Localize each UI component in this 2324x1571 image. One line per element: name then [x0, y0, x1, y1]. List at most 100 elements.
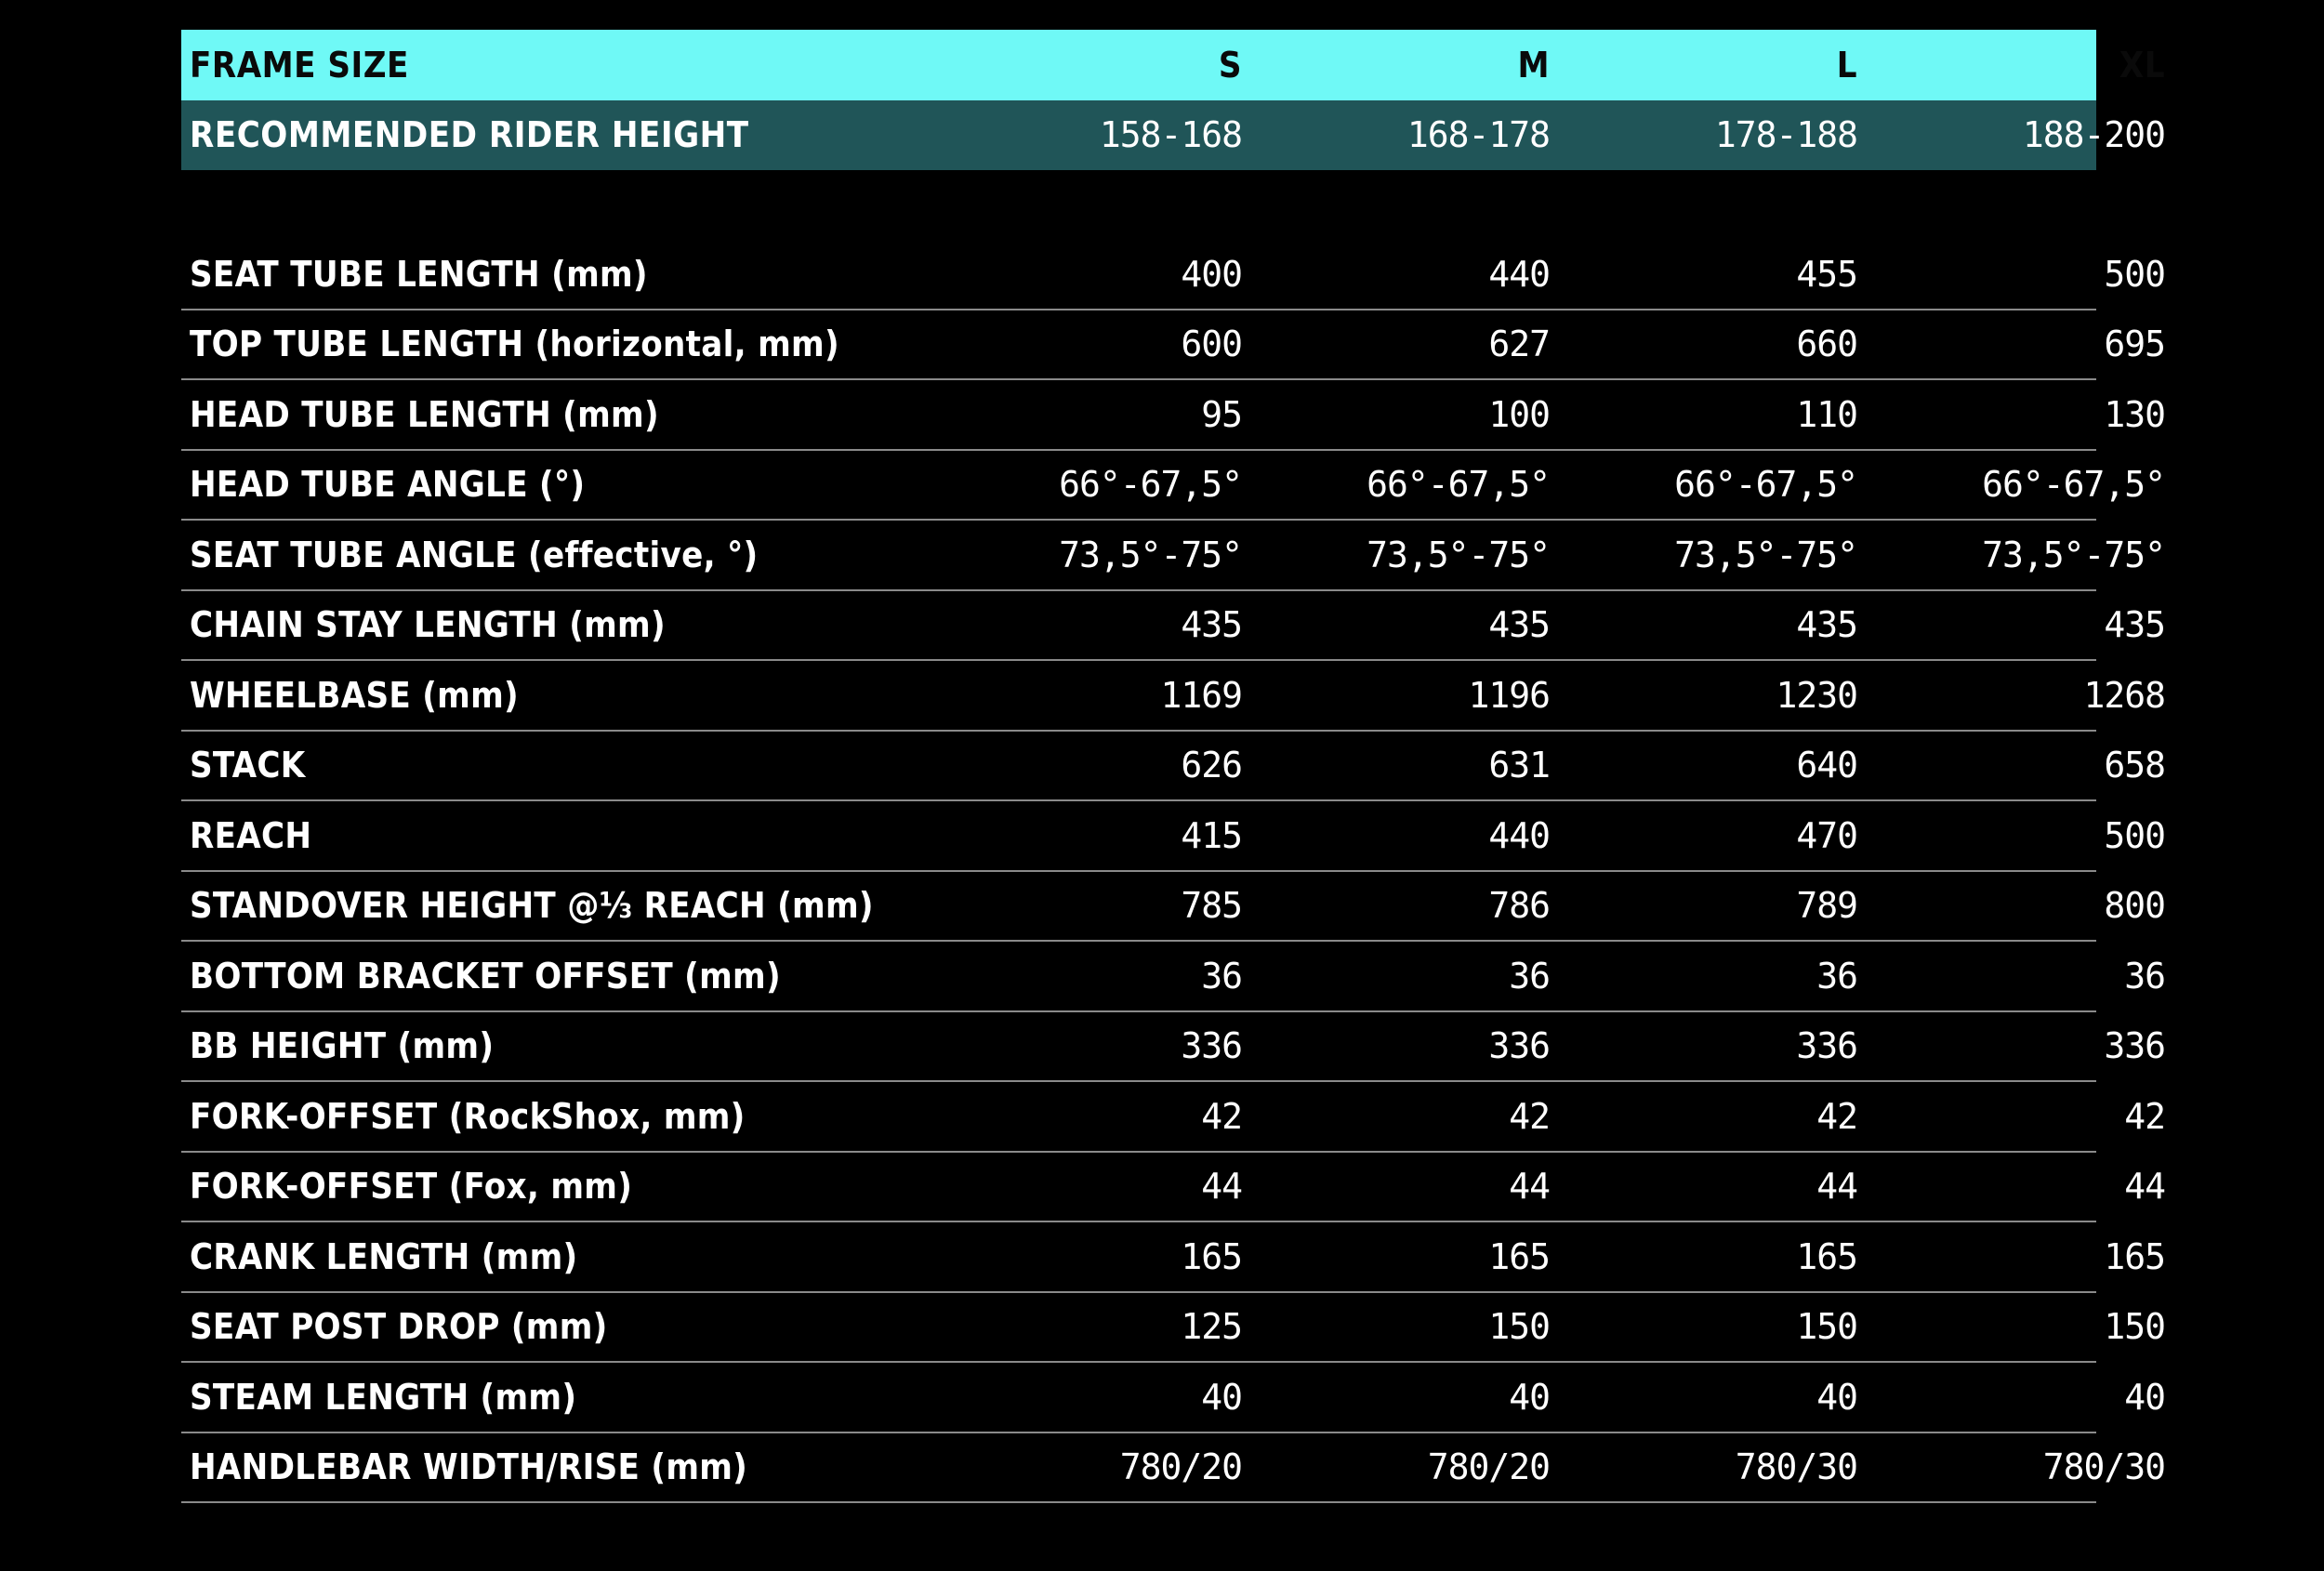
- table-row: HEAD TUBE ANGLE (°) 66°-67,5° 66°-67,5° 66°…: [181, 451, 2166, 521]
- row-value-m: 627: [1488, 323, 1551, 365]
- size-s-header: S: [1218, 44, 1242, 86]
- row-value-l: 789: [1796, 885, 1858, 927]
- row-value-s: 1169: [1160, 674, 1243, 716]
- row-value-xl: 1268: [2083, 674, 2166, 716]
- row-label: STEAM LENGTH (mm): [190, 1376, 577, 1418]
- row-value-s: 66°-67,5°: [1059, 464, 1243, 506]
- rider-height-label: RECOMMENDED RIDER HEIGHT: [190, 114, 749, 156]
- row-label: WHEELBASE (mm): [190, 674, 519, 716]
- row-value-xl: 658: [2104, 745, 2166, 786]
- row-value-s: 336: [1181, 1025, 1243, 1067]
- row-value-xl: 336: [2104, 1025, 2166, 1067]
- table-row: FORK-OFFSET (Fox, mm) 44 44 44 44: [181, 1153, 2166, 1222]
- row-value-s: 42: [1201, 1095, 1243, 1137]
- row-label: SEAT POST DROP (mm): [190, 1306, 608, 1348]
- row-label: HANDLEBAR WIDTH/RISE (mm): [190, 1446, 748, 1488]
- table-row: CHAIN STAY LENGTH (mm) 435 435 435 435: [181, 591, 2166, 661]
- row-value-l: 40: [1816, 1376, 1858, 1418]
- row-label: HEAD TUBE LENGTH (mm): [190, 393, 659, 435]
- row-label: STANDOVER HEIGHT @⅓ REACH (mm): [190, 885, 874, 927]
- table-row: HANDLEBAR WIDTH/RISE (mm) 780/20 780/20 780…: [181, 1433, 2166, 1503]
- size-xl-header: XL: [2119, 44, 2165, 86]
- table-row: TOP TUBE LENGTH (horizontal, mm) 600 627 66…: [181, 310, 2166, 380]
- row-value-m: 150: [1488, 1306, 1551, 1348]
- table-row: CRANK LENGTH (mm) 165 165 165 165: [181, 1222, 2166, 1293]
- row-value-xl: 66°-67,5°: [1982, 464, 2166, 506]
- table-row: SEAT POST DROP (mm) 125 150 150 150: [181, 1293, 2166, 1363]
- table-row: SEAT TUBE ANGLE (effective, °) 73,5°-75° 7…: [181, 521, 2166, 591]
- row-value-m: 36: [1509, 955, 1551, 997]
- table-row: STANDOVER HEIGHT @⅓ REACH (mm) 785 786 789 8…: [181, 872, 2166, 942]
- row-value-xl: 130: [2104, 393, 2166, 435]
- frame-size-label: FRAME SIZE: [190, 44, 409, 86]
- row-value-m: 100: [1488, 393, 1551, 435]
- frame-size-header-row: FRAME SIZE S M L XL: [181, 30, 2165, 100]
- row-value-s: 400: [1181, 253, 1243, 295]
- row-value-l: 44: [1816, 1166, 1858, 1208]
- row-value-m: 1196: [1468, 674, 1551, 716]
- row-value-s: 600: [1181, 323, 1243, 365]
- row-label: BB HEIGHT (mm): [190, 1025, 495, 1067]
- rider-height-s: 158-168: [1099, 114, 1243, 156]
- rider-height-xl: 188-200: [2022, 114, 2166, 156]
- size-l-header: L: [1836, 44, 1857, 86]
- row-label: BOTTOM BRACKET OFFSET (mm): [190, 955, 781, 997]
- row-value-s: 40: [1201, 1376, 1243, 1418]
- row-value-xl: 42: [2124, 1095, 2166, 1137]
- table-spacer: [181, 170, 2096, 240]
- row-value-l: 336: [1796, 1025, 1858, 1067]
- table-row: BB HEIGHT (mm) 336 336 336 336: [181, 1012, 2166, 1082]
- row-value-l: 42: [1816, 1095, 1858, 1137]
- row-value-xl: 435: [2104, 604, 2166, 646]
- row-value-s: 73,5°-75°: [1059, 534, 1243, 575]
- row-value-xl: 800: [2104, 885, 2166, 927]
- row-label: SEAT TUBE ANGLE (effective, °): [190, 534, 759, 575]
- rider-height-l: 178-188: [1714, 114, 1858, 156]
- row-value-m: 440: [1488, 814, 1551, 856]
- row-value-m: 42: [1509, 1095, 1551, 1137]
- table-row: REACH 415 440 470 500: [181, 801, 2166, 872]
- row-value-s: 44: [1201, 1166, 1243, 1208]
- row-value-xl: 165: [2104, 1235, 2166, 1277]
- row-value-xl: 150: [2104, 1306, 2166, 1348]
- row-value-xl: 500: [2104, 253, 2166, 295]
- row-value-l: 780/30: [1735, 1446, 1858, 1488]
- row-value-l: 455: [1796, 253, 1858, 295]
- row-value-s: 780/20: [1119, 1446, 1243, 1488]
- row-label: CRANK LENGTH (mm): [190, 1235, 578, 1277]
- table-row: FORK-OFFSET (RockShox, mm) 42 42 42 42: [181, 1082, 2166, 1153]
- row-value-s: 95: [1201, 393, 1243, 435]
- table-row: HEAD TUBE LENGTH (mm) 95 100 110 130: [181, 380, 2166, 451]
- table-row: BOTTOM BRACKET OFFSET (mm) 36 36 36 36: [181, 942, 2166, 1012]
- row-value-m: 336: [1488, 1025, 1551, 1067]
- row-value-xl: 500: [2104, 814, 2166, 856]
- row-value-s: 165: [1181, 1235, 1243, 1277]
- row-value-s: 125: [1181, 1306, 1243, 1348]
- row-value-m: 631: [1488, 745, 1551, 786]
- row-label: TOP TUBE LENGTH (horizontal, mm): [190, 323, 839, 365]
- row-value-s: 435: [1181, 604, 1243, 646]
- row-value-m: 165: [1488, 1235, 1551, 1277]
- row-value-l: 660: [1796, 323, 1858, 365]
- table-row: STACK 626 631 640 658: [181, 732, 2166, 801]
- row-value-xl: 36: [2124, 955, 2166, 997]
- row-label: CHAIN STAY LENGTH (mm): [190, 604, 666, 646]
- row-value-l: 66°-67,5°: [1674, 464, 1858, 506]
- row-value-s: 626: [1181, 745, 1243, 786]
- geometry-table: FRAME SIZE S M L XL RECOMMENDED RIDER HE…: [181, 30, 2166, 1503]
- row-value-l: 470: [1796, 814, 1858, 856]
- row-label: REACH: [190, 814, 312, 856]
- row-value-l: 165: [1796, 1235, 1858, 1277]
- row-value-m: 435: [1488, 604, 1551, 646]
- row-value-xl: 44: [2124, 1166, 2166, 1208]
- rider-height-m: 168-178: [1406, 114, 1551, 156]
- row-value-m: 786: [1488, 885, 1551, 927]
- row-value-l: 1230: [1776, 674, 1858, 716]
- row-label: STACK: [190, 745, 306, 786]
- row-label: FORK-OFFSET (RockShox, mm): [190, 1095, 746, 1137]
- table-row: WHEELBASE (mm) 1169 1196 1230 1268: [181, 661, 2166, 732]
- row-value-l: 435: [1796, 604, 1858, 646]
- row-label: SEAT TUBE LENGTH (mm): [190, 253, 648, 295]
- size-m-header: M: [1517, 44, 1550, 86]
- row-value-xl: 40: [2124, 1376, 2166, 1418]
